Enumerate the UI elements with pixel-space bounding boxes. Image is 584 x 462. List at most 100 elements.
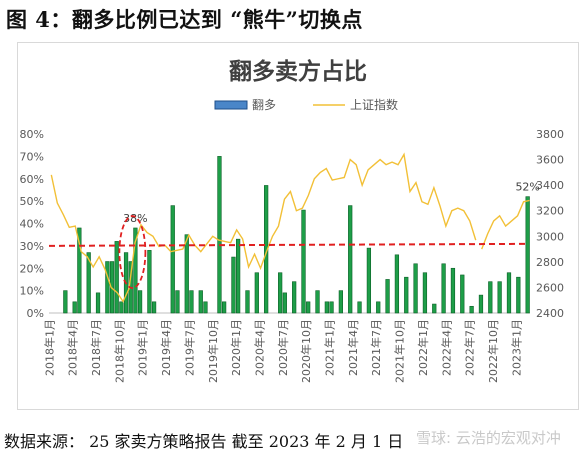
bar: [469, 305, 474, 314]
x-tick-label: 2018年4月: [66, 319, 80, 376]
x-tick-label: 2021年7月: [369, 319, 383, 376]
index-line: [50, 152, 477, 303]
bar: [245, 290, 250, 314]
bar: [72, 301, 77, 314]
legend-line-label: 上证指数: [350, 97, 398, 112]
left-tick-label: 40%: [20, 218, 44, 231]
legend-bar-label: 翻多: [252, 98, 276, 112]
bar: [119, 301, 124, 314]
annotations: 38% 52%: [118, 181, 540, 289]
bar: [147, 250, 152, 314]
x-tick-label: 2019年4月: [159, 319, 173, 376]
bar: [282, 292, 287, 314]
bar: [77, 227, 82, 314]
bar: [306, 301, 311, 314]
right-tick-label: 2800: [536, 256, 564, 269]
x-tick-label: 2019年7月: [182, 319, 196, 376]
bar: [133, 227, 138, 314]
bar: [63, 290, 68, 314]
bar: [315, 290, 320, 314]
source-note: 数据来源： 25 家卖方策略报告 截至 2023 年 2 月 1 日: [4, 432, 404, 451]
x-tick-label: 2021年1月: [323, 319, 337, 376]
bar: [203, 301, 208, 314]
bar: [95, 292, 101, 314]
left-tick-label: 70%: [20, 150, 44, 163]
bar: [422, 272, 428, 314]
bar: [497, 281, 502, 314]
bar: [376, 301, 381, 314]
bar: [105, 261, 110, 314]
left-tick-label: 0%: [27, 307, 44, 320]
x-tick-label: 2021年4月: [346, 319, 360, 376]
bar: [488, 281, 493, 314]
bar: [231, 256, 236, 314]
x-tick-label: 2020年7月: [276, 319, 290, 376]
bar: [184, 234, 189, 314]
chart-panel: 翻多卖方占比 翻多 上证指数 0% 10% 20% 30% 40% 50% 60% 70% 80…: [17, 42, 579, 410]
x-axis-ticks: 2018年1月 2018年4月 2018年7月 2018年10月 2019年1月 2019…: [42, 319, 523, 383]
bar: [292, 281, 297, 314]
bar: [175, 290, 180, 314]
line-series: [50, 152, 530, 303]
legend-bar-swatch: [214, 100, 248, 110]
right-tick-label: 3000: [536, 230, 564, 243]
bar: [404, 276, 409, 314]
x-tick-label: 2019年10月: [206, 319, 220, 383]
right-tick-label: 3800: [536, 128, 564, 141]
bar: [189, 290, 194, 314]
bar: [236, 238, 241, 314]
left-tick-label: 10%: [20, 285, 44, 298]
bar: [114, 241, 119, 314]
bar: [278, 272, 283, 314]
right-tick-label: 2600: [536, 281, 564, 294]
bar: [301, 209, 306, 314]
x-tick-label: 2020年10月: [299, 319, 313, 383]
x-tick-label: 2022年10月: [486, 319, 500, 383]
chart-svg: 翻多卖方占比 翻多 上证指数 0% 10% 20% 30% 40% 50% 60% 70% 80…: [20, 58, 564, 383]
right-tick-label: 3200: [536, 205, 564, 218]
x-tick-label: 2022年7月: [463, 319, 477, 376]
x-tick-label: 2022年4月: [439, 319, 453, 376]
highlight-ellipse: [118, 215, 147, 289]
x-tick-label: 2020年1月: [229, 319, 243, 376]
bar: [222, 301, 227, 314]
bar: [516, 276, 521, 314]
left-axis-ticks: 0% 10% 20% 30% 40% 50% 60% 70% 80%: [20, 128, 44, 320]
left-tick-label: 20%: [20, 262, 44, 275]
x-tick-label: 2018年1月: [42, 319, 56, 376]
right-tick-label: 2400: [536, 307, 564, 320]
chart-title: 翻多卖方占比: [229, 58, 367, 85]
x-tick-label: 2023年1月: [509, 319, 523, 376]
bar: [413, 263, 418, 314]
bar: [109, 261, 115, 314]
bar: [394, 254, 400, 314]
bar: [460, 274, 465, 314]
right-tick-label: 3400: [536, 179, 564, 192]
data-label: 52%: [515, 181, 539, 194]
watermark: 雪球: 云浩的宏观对冲: [416, 429, 561, 447]
x-tick-label: 2022年1月: [416, 319, 430, 376]
data-label: 38%: [123, 212, 147, 225]
bar: [450, 267, 456, 314]
bar: [432, 303, 437, 314]
bar: [170, 205, 175, 314]
x-tick-label: 2021年10月: [393, 319, 407, 383]
bar: [324, 301, 329, 314]
bar: [348, 205, 353, 314]
bar: [441, 263, 446, 314]
right-tick-label: 3600: [536, 154, 564, 167]
bar: [137, 290, 143, 314]
bar: [357, 301, 362, 314]
index-line: [481, 199, 530, 250]
left-tick-label: 80%: [20, 128, 44, 141]
right-axis-ticks: 2400 2600 2800 3000 3200 3400 3600 3800: [536, 128, 564, 320]
bar: [86, 252, 91, 314]
bar: [198, 290, 203, 314]
bar: [525, 196, 530, 314]
left-tick-label: 30%: [20, 240, 44, 253]
x-tick-label: 2020年4月: [252, 319, 266, 376]
bar: [329, 301, 334, 314]
bar: [385, 279, 390, 314]
bar: [366, 247, 372, 314]
bar-series: [63, 156, 530, 314]
